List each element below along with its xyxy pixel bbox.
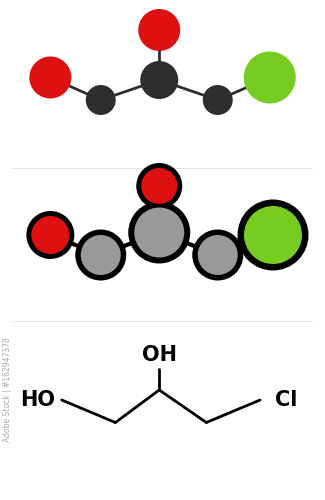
Ellipse shape (75, 230, 126, 280)
Ellipse shape (138, 9, 180, 51)
Text: Adobe Stock | #162947378: Adobe Stock | #162947378 (3, 338, 12, 442)
Ellipse shape (238, 200, 308, 270)
Ellipse shape (86, 85, 116, 115)
Text: OH: OH (142, 345, 177, 365)
Ellipse shape (136, 163, 182, 209)
Ellipse shape (140, 61, 178, 99)
Ellipse shape (26, 211, 74, 259)
Ellipse shape (134, 208, 184, 258)
Ellipse shape (244, 206, 302, 264)
Ellipse shape (203, 85, 233, 115)
Ellipse shape (29, 56, 72, 98)
Ellipse shape (198, 235, 238, 275)
Ellipse shape (192, 230, 243, 280)
Ellipse shape (244, 52, 296, 104)
Text: HO: HO (20, 390, 55, 410)
Ellipse shape (32, 216, 69, 254)
Ellipse shape (81, 235, 121, 275)
Text: Cl: Cl (275, 390, 297, 410)
Ellipse shape (141, 168, 177, 204)
Ellipse shape (128, 202, 190, 264)
